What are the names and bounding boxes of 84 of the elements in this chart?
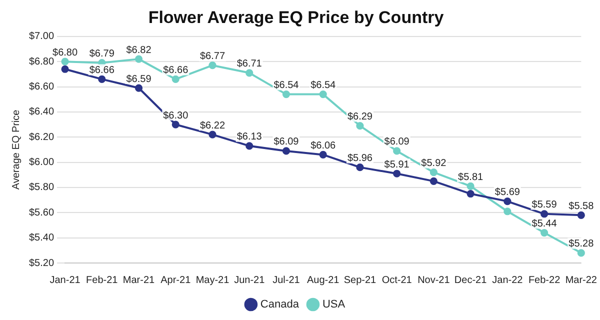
- x-tick-label: Feb-21: [86, 274, 118, 286]
- x-tick-label: Aug-21: [306, 274, 340, 286]
- x-tick-label: Mar-22: [565, 274, 598, 286]
- point: [134, 55, 143, 63]
- data-label: $5.81: [458, 172, 484, 183]
- legend-label: USA: [322, 298, 346, 311]
- x-tick-label: Jul-21: [272, 274, 300, 286]
- point: [319, 150, 327, 159]
- data-label: $5.96: [347, 153, 373, 164]
- point: [282, 147, 290, 155]
- point: [577, 249, 585, 257]
- legend-label: Canada: [260, 298, 300, 311]
- point: [540, 228, 548, 237]
- data-label: $5.91: [384, 159, 410, 170]
- point: [172, 120, 180, 128]
- point: [282, 90, 290, 98]
- data-label: $6.06: [310, 140, 336, 152]
- x-tick-label: Apr-21: [160, 274, 192, 286]
- point: [246, 142, 254, 150]
- data-label: $6.66: [163, 64, 189, 76]
- data-label: $6.66: [89, 64, 115, 76]
- data-label: $6.54: [274, 80, 300, 92]
- point: [466, 182, 474, 190]
- x-tick-label: Mar-21: [122, 274, 156, 286]
- y-tick-label: $5.20: [28, 258, 54, 269]
- point: [540, 210, 548, 218]
- x-tick-label: Feb-22: [528, 274, 561, 286]
- data-label: $6.59: [126, 74, 152, 85]
- point: [208, 62, 216, 70]
- data-label: $6.80: [52, 47, 78, 58]
- point: [466, 190, 474, 198]
- data-label: $6.22: [200, 120, 226, 132]
- point: [430, 177, 438, 185]
- data-label: $6.13: [236, 132, 262, 143]
- x-tick-label: Jun-21: [234, 274, 266, 286]
- point: [61, 65, 69, 73]
- y-axis-title: Average EQ Price: [10, 109, 22, 190]
- data-label: $6.54: [310, 80, 336, 92]
- y-tick-label: $5.40: [28, 232, 54, 244]
- data-label: $6.30: [163, 110, 189, 122]
- x-tick-label: Dec-21: [454, 274, 488, 286]
- point: [356, 164, 364, 172]
- y-tick-label: $6.40: [28, 106, 54, 118]
- point: [61, 58, 69, 66]
- point: [430, 168, 438, 176]
- point: [504, 208, 512, 216]
- data-label: $5.92: [421, 158, 447, 170]
- x-tick-label: Jan-21: [50, 274, 81, 286]
- point: [319, 90, 327, 98]
- y-tick-label: $5.60: [28, 207, 54, 218]
- y-tick-label: $6.80: [28, 56, 54, 68]
- point: [393, 170, 401, 178]
- x-tick-label: Nov-21: [418, 274, 450, 286]
- data-label: $5.59: [532, 200, 558, 211]
- point: [356, 122, 364, 130]
- data-label: $5.69: [494, 187, 520, 198]
- data-label: $6.09: [274, 136, 300, 148]
- point: [134, 84, 143, 92]
- point: [98, 75, 106, 83]
- y-tick-label: $6.60: [28, 82, 54, 93]
- point: [246, 69, 254, 77]
- y-tick-label: $6.00: [28, 157, 54, 168]
- data-label: $5.44: [532, 218, 558, 230]
- point: [172, 75, 180, 83]
- point: [393, 147, 401, 155]
- chart-title: Flower Average EQ Price by Country: [148, 8, 444, 27]
- y-tick-label: $5.80: [28, 182, 54, 194]
- y-tick-label: $6.20: [28, 132, 54, 143]
- data-label: $6.79: [89, 48, 115, 60]
- data-label: $5.58: [568, 200, 594, 212]
- x-tick-label: Jan-22: [492, 274, 524, 286]
- point: [504, 198, 512, 206]
- data-label: $6.09: [384, 136, 410, 148]
- x-tick-label: Sep-21: [344, 274, 377, 286]
- x-tick-label: Oct-21: [382, 274, 412, 286]
- x-tick-label: May-21: [196, 274, 230, 286]
- point: [577, 211, 585, 219]
- y-tick-label: $7.00: [28, 31, 54, 42]
- point: [208, 130, 216, 138]
- data-label: $6.82: [126, 44, 152, 56]
- data-label: $5.28: [568, 238, 594, 250]
- data-label: $6.77: [200, 51, 226, 62]
- data-label: $6.71: [236, 58, 262, 70]
- data-label: $6.29: [347, 112, 373, 123]
